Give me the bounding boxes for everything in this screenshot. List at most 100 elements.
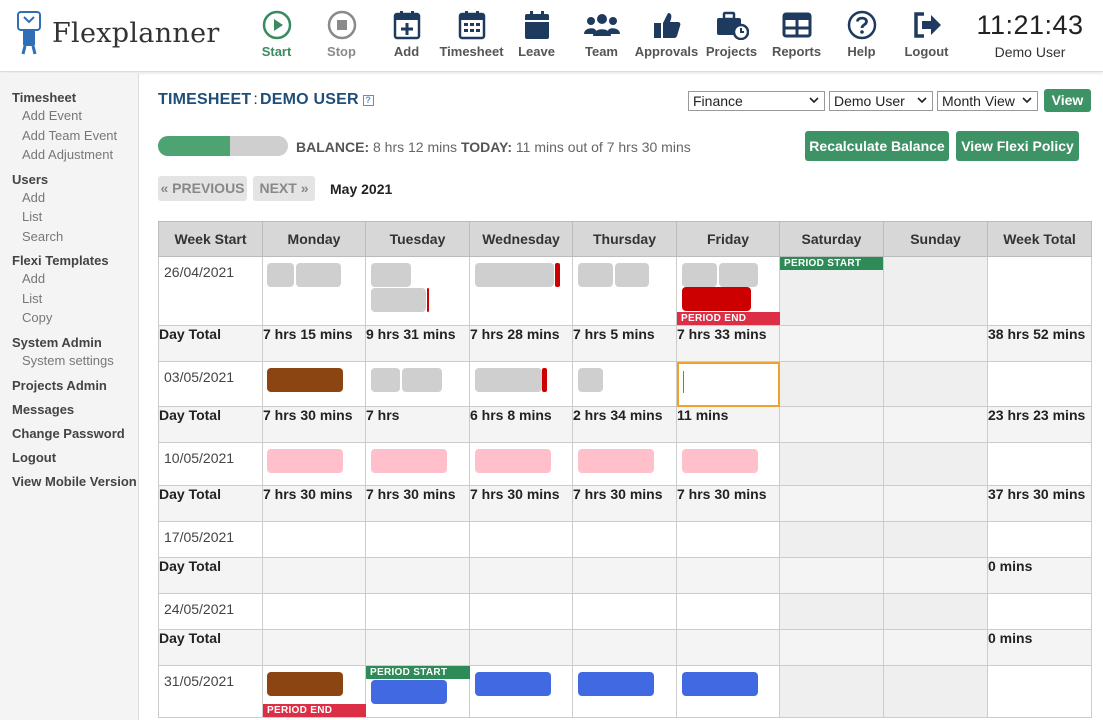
nav-timesheet-button[interactable]: Timesheet <box>439 8 504 59</box>
day-cell[interactable] <box>572 593 677 630</box>
event-block[interactable] <box>719 263 758 287</box>
event-block[interactable] <box>682 287 751 311</box>
day-cell[interactable] <box>469 665 573 718</box>
sidebar-item-change-password[interactable]: Change Password <box>12 426 125 441</box>
day-cell[interactable] <box>676 665 780 718</box>
nav-stop-button[interactable]: Stop <box>309 8 374 59</box>
event-block[interactable] <box>371 288 426 312</box>
day-cell[interactable] <box>572 521 677 558</box>
day-cell[interactable] <box>676 442 780 486</box>
help-icon[interactable]: ? <box>362 95 374 106</box>
event-block[interactable] <box>296 263 341 287</box>
day-cell[interactable] <box>779 665 884 718</box>
sidebar-item-messages[interactable]: Messages <box>12 402 75 417</box>
sidebar-item-projects-admin[interactable]: Projects Admin <box>12 378 107 393</box>
day-cell[interactable] <box>365 361 470 407</box>
event-block[interactable] <box>578 368 603 392</box>
sidebar-item-add-event[interactable]: Add Event <box>22 108 82 123</box>
event-block[interactable] <box>578 672 654 696</box>
event-block[interactable] <box>267 449 343 473</box>
day-cell[interactable] <box>883 361 988 407</box>
event-block[interactable] <box>578 449 654 473</box>
department-select[interactable]: Finance <box>688 91 825 111</box>
day-cell[interactable] <box>469 442 573 486</box>
day-cell[interactable] <box>572 665 677 718</box>
event-block[interactable] <box>267 263 294 287</box>
event-block[interactable] <box>371 263 411 287</box>
sidebar-item-timesheet[interactable]: Timesheet <box>12 90 77 105</box>
event-block[interactable] <box>475 263 554 287</box>
sidebar-item-add-adjustment[interactable]: Add Adjustment <box>22 147 114 162</box>
event-block[interactable] <box>402 368 442 392</box>
day-cell[interactable] <box>883 521 988 558</box>
day-cell[interactable] <box>572 256 677 326</box>
sidebar-item-mobile-version[interactable]: View Mobile Version <box>12 474 137 489</box>
sidebar-item-users[interactable]: Users <box>12 171 49 187</box>
sidebar-item-users-search[interactable]: Search <box>22 228 64 244</box>
nav-start-button[interactable]: Start <box>244 8 309 59</box>
nav-team-button[interactable]: Team <box>569 8 634 59</box>
view-button[interactable]: View <box>1044 89 1091 112</box>
event-block[interactable] <box>475 672 551 696</box>
sidebar-item-add-team-event[interactable]: Add Team Event <box>22 127 118 143</box>
day-cell[interactable] <box>262 256 366 326</box>
day-cell[interactable] <box>779 593 884 630</box>
next-button[interactable]: NEXT » <box>253 176 315 201</box>
nav-logout-button[interactable]: Logout <box>894 8 959 59</box>
day-cell[interactable] <box>262 442 366 486</box>
nav-approvals-button[interactable]: Approvals <box>634 8 699 59</box>
event-block[interactable] <box>682 672 758 696</box>
sidebar-item-logout[interactable]: Logout <box>12 450 57 465</box>
event-block[interactable] <box>267 368 343 392</box>
user-select[interactable]: Demo User <box>829 91 933 111</box>
day-cell[interactable] <box>365 442 470 486</box>
day-cell[interactable] <box>572 442 677 486</box>
day-cell[interactable] <box>779 442 884 486</box>
previous-button[interactable]: « PREVIOUS <box>158 176 247 201</box>
event-block[interactable] <box>682 449 758 473</box>
nav-reports-button[interactable]: Reports <box>764 8 829 59</box>
event-block[interactable] <box>371 680 447 704</box>
sidebar-item-flexi-templates[interactable]: Flexi Templates <box>12 253 109 268</box>
sidebar-item-system-settings[interactable]: System settings <box>22 352 114 368</box>
day-cell[interactable] <box>262 521 366 558</box>
recalculate-balance-button[interactable]: Recalculate Balance <box>805 131 949 161</box>
day-cell[interactable]: PERIOD START <box>365 665 470 718</box>
day-cell[interactable] <box>469 593 573 630</box>
day-cell[interactable] <box>572 361 677 407</box>
sidebar-item-ft-copy[interactable]: Copy <box>22 310 53 325</box>
view-flexi-policy-button[interactable]: View Flexi Policy <box>956 131 1079 161</box>
sidebar-item-users-add[interactable]: Add <box>22 189 46 205</box>
sidebar-item-ft-list[interactable]: List <box>22 290 43 306</box>
day-cell[interactable] <box>883 442 988 486</box>
day-cell[interactable] <box>469 521 573 558</box>
day-cell[interactable] <box>469 361 573 407</box>
day-cell[interactable] <box>469 256 573 326</box>
day-cell[interactable]: PERIOD START <box>779 256 884 326</box>
event-block[interactable] <box>475 368 542 392</box>
day-cell[interactable] <box>262 361 366 407</box>
day-cell[interactable] <box>676 593 780 630</box>
brand-logo[interactable]: Flexplanner <box>14 10 220 56</box>
event-block[interactable] <box>615 263 649 287</box>
day-cell-today[interactable] <box>676 361 780 407</box>
day-cell[interactable] <box>365 521 470 558</box>
day-cell[interactable] <box>676 521 780 558</box>
sidebar-item-system-admin[interactable]: System Admin <box>12 334 102 350</box>
event-block[interactable] <box>371 449 447 473</box>
sidebar-item-ft-add[interactable]: Add <box>22 271 46 286</box>
day-cell[interactable] <box>779 521 884 558</box>
day-cell[interactable] <box>883 593 988 630</box>
day-cell[interactable]: PERIOD END <box>676 256 780 326</box>
day-cell[interactable] <box>779 361 884 407</box>
nav-leave-button[interactable]: Leave <box>504 8 569 59</box>
sidebar-item-users-list[interactable]: List <box>22 209 43 224</box>
view-select[interactable]: Month View <box>937 91 1038 111</box>
event-block[interactable] <box>267 672 343 696</box>
nav-add-button[interactable]: Add <box>374 8 439 59</box>
nav-help-button[interactable]: Help <box>829 8 894 59</box>
event-block[interactable] <box>475 449 551 473</box>
day-cell[interactable] <box>365 256 470 326</box>
event-block[interactable] <box>371 368 400 392</box>
nav-projects-button[interactable]: Projects <box>699 8 764 59</box>
